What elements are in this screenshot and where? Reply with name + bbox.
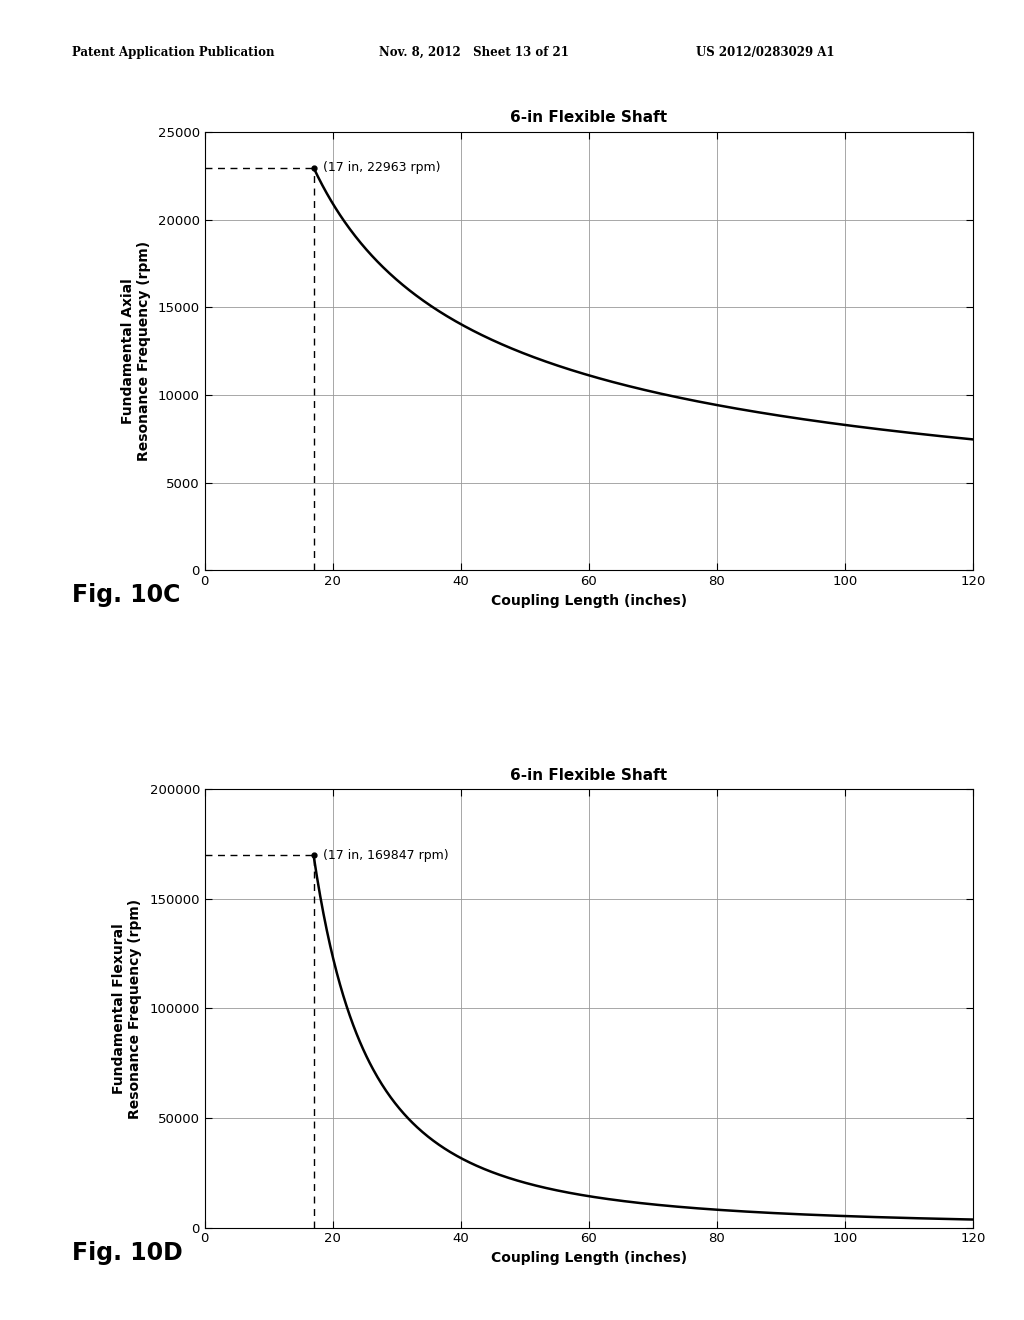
Title: 6-in Flexible Shaft: 6-in Flexible Shaft [510, 768, 668, 783]
Y-axis label: Fundamental Axial
Resonance Frequency (rpm): Fundamental Axial Resonance Frequency (r… [121, 242, 151, 461]
Title: 6-in Flexible Shaft: 6-in Flexible Shaft [510, 111, 668, 125]
Text: (17 in, 169847 rpm): (17 in, 169847 rpm) [324, 849, 449, 862]
Text: (17 in, 22963 rpm): (17 in, 22963 rpm) [324, 161, 440, 174]
Text: Fig. 10D: Fig. 10D [72, 1241, 182, 1265]
X-axis label: Coupling Length (inches): Coupling Length (inches) [490, 594, 687, 607]
Y-axis label: Fundamental Flexural
Resonance Frequency (rpm): Fundamental Flexural Resonance Frequency… [113, 899, 142, 1118]
Text: Patent Application Publication: Patent Application Publication [72, 46, 274, 59]
X-axis label: Coupling Length (inches): Coupling Length (inches) [490, 1251, 687, 1265]
Text: Fig. 10C: Fig. 10C [72, 583, 180, 607]
Text: US 2012/0283029 A1: US 2012/0283029 A1 [696, 46, 835, 59]
Text: Nov. 8, 2012   Sheet 13 of 21: Nov. 8, 2012 Sheet 13 of 21 [379, 46, 568, 59]
